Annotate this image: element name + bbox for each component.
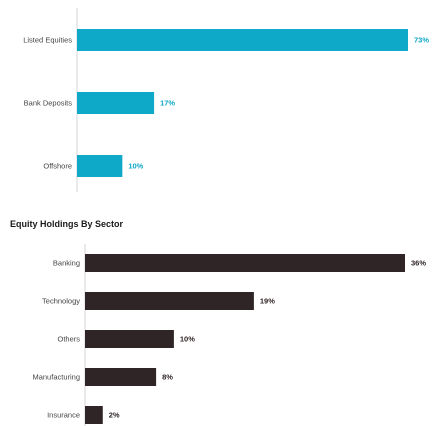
value-label-offshore: 10% (128, 162, 143, 171)
equity-holdings-chart: Banking 36% Technology 19% Others 10% Manufact… (32, 244, 426, 426)
category-label-banking: Banking (53, 259, 80, 268)
value-label-technology: 19% (260, 297, 275, 306)
bar-listed-equities (77, 29, 408, 51)
bar-technology (85, 292, 254, 310)
bar-others (85, 330, 174, 348)
value-label-listed-equities: 73% (414, 36, 429, 45)
category-label-offshore: Offshore (43, 162, 72, 171)
category-label-bank-deposits: Bank Deposits (24, 99, 73, 108)
bar-insurance (85, 406, 103, 424)
category-label-manufacturing: Manufacturing (32, 373, 80, 382)
bar-bank-deposits (77, 92, 155, 114)
category-label-insurance: Insurance (47, 411, 80, 420)
value-label-manufacturing: 8% (162, 373, 173, 382)
value-label-others: 10% (180, 335, 195, 344)
bar-banking (85, 254, 405, 272)
chart-title-equity-holdings: Equity Holdings By Sector (10, 219, 124, 229)
category-label-others: Others (57, 335, 80, 344)
category-label-listed-equities: Listed Equities (23, 36, 72, 45)
bar-manufacturing (85, 368, 157, 386)
bar-offshore (77, 155, 123, 177)
category-label-technology: Technology (42, 297, 80, 306)
value-label-insurance: 2% (109, 411, 120, 420)
value-label-banking: 36% (411, 259, 426, 268)
value-label-bank-deposits: 17% (160, 99, 175, 108)
asset-allocation-chart: Listed Equities 73% Bank Deposits 17% Offsho… (23, 8, 429, 192)
